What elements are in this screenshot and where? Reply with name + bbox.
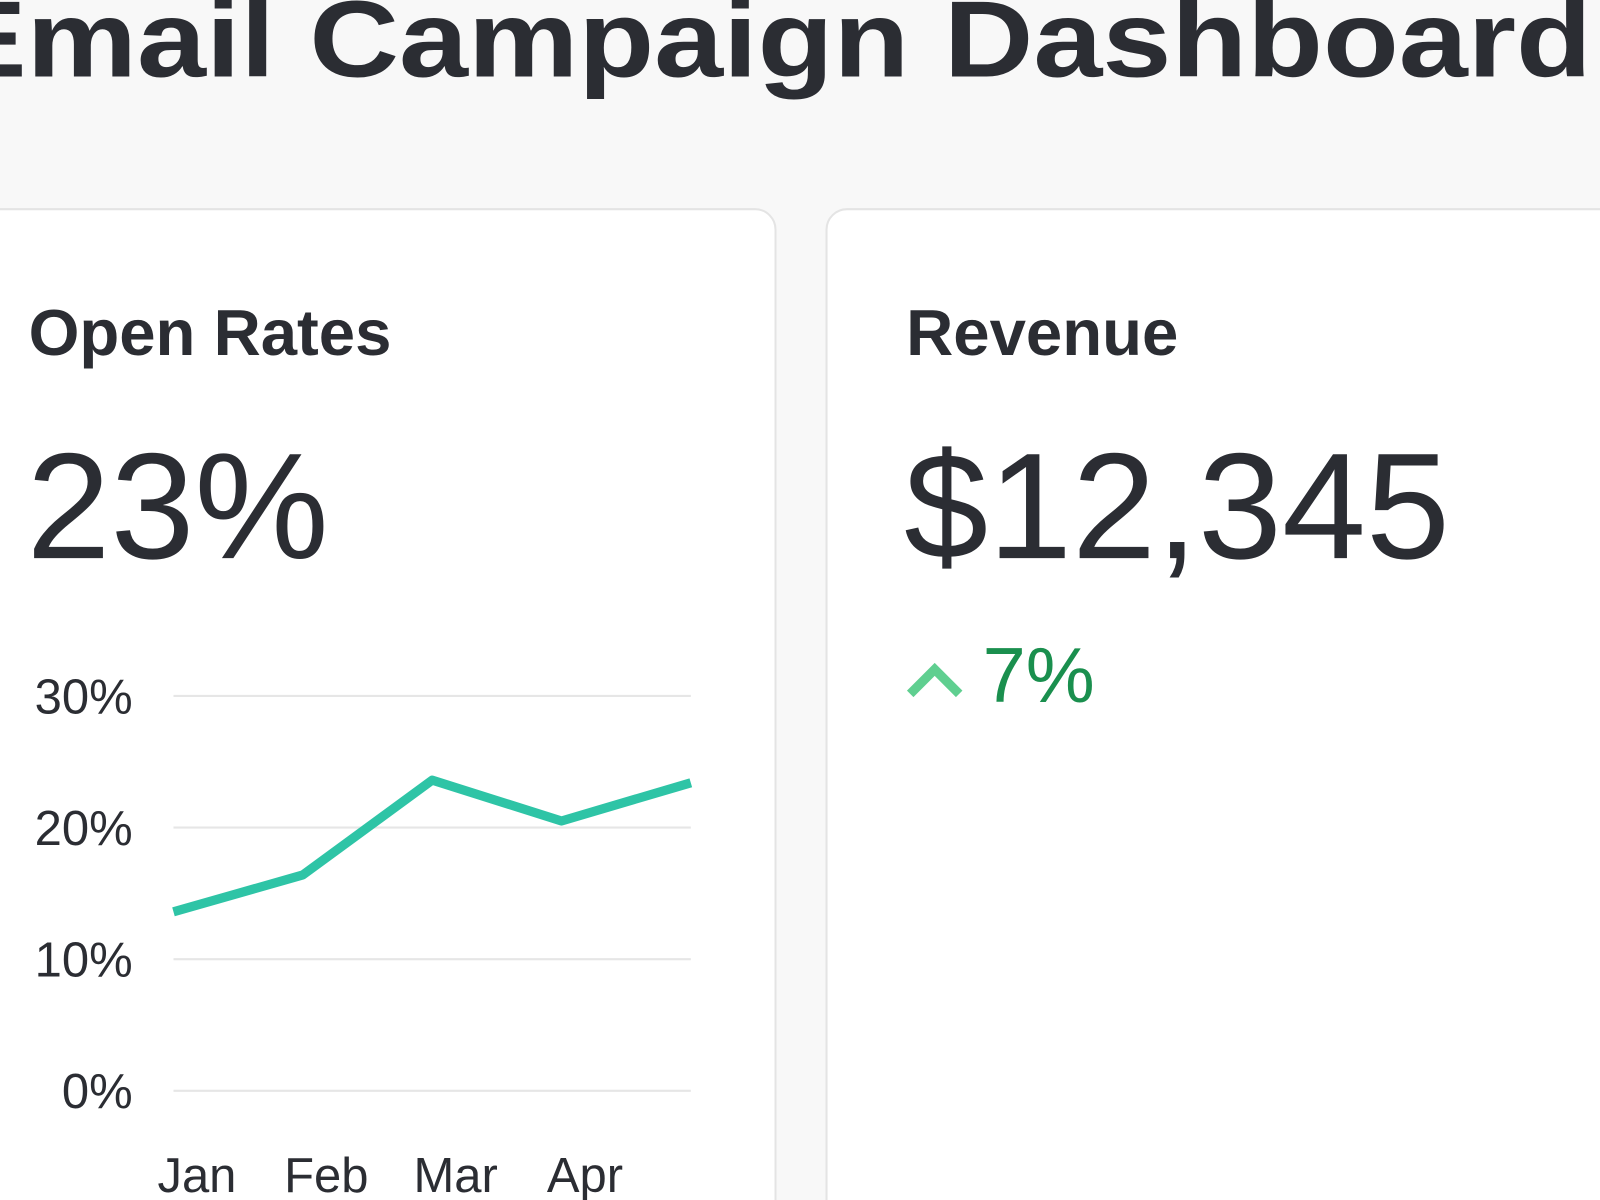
x-tick-label: Jan [157,1149,236,1200]
kpi-value: 23% [27,422,329,591]
kpi-change: 7% [983,633,1095,719]
y-tick-label: 0% [62,1065,133,1119]
y-tick-label: 30% [35,670,133,724]
card-title: Open Rates [29,296,392,369]
line [172,775,693,917]
x-tick-label: Mar [413,1149,497,1200]
revenue-card [825,208,1600,1200]
y-tick-label: 20% [35,802,133,856]
x-tick-label: Apr [547,1149,623,1200]
kpi-value: $12,345 [904,422,1450,591]
card-title: Revenue [906,296,1178,369]
open-rates-card [0,208,777,1200]
x-tick-label: Feb [284,1149,368,1200]
line-chart: 0% 10% 20% 30% Jan Feb Mar Apr [35,670,693,1200]
y-tick-label: 10% [35,934,133,988]
up-arrow [906,662,963,698]
page-title: Email Campaign Dashboard [0,0,1592,100]
